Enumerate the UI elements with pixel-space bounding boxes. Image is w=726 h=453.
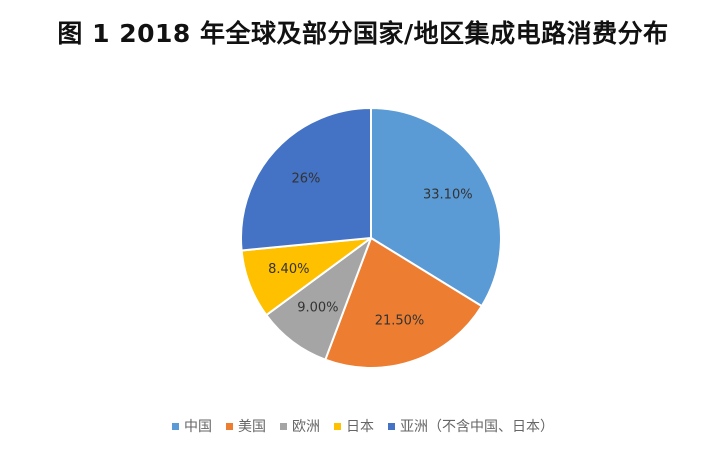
legend-item-0: 中国 — [172, 416, 212, 436]
slice-data-label-4: 26% — [291, 171, 320, 186]
legend-swatch-0 — [172, 422, 179, 430]
chart-legend: 中国 美国 欧洲 日本 亚洲（不含中国、日本） — [0, 416, 726, 436]
chart-title: 图 1 2018 年全球及部分国家/地区集成电路消费分布 — [57, 19, 669, 48]
legend-label-1: 美国 — [238, 419, 266, 435]
legend-label-3: 日本 — [346, 419, 374, 435]
legend-swatch-3 — [334, 422, 341, 430]
legend-label-4: 亚洲（不含中国、日本） — [400, 419, 554, 435]
legend-swatch-2 — [280, 422, 287, 430]
slice-data-label-0: 33.10% — [423, 188, 473, 203]
legend-item-1: 美国 — [226, 416, 266, 436]
legend-label-0: 中国 — [184, 419, 212, 435]
slice-data-label-1: 21.50% — [375, 314, 425, 329]
legend-item-3: 日本 — [334, 416, 374, 436]
legend-item-2: 欧洲 — [280, 416, 320, 436]
pie-slice-0 — [370, 107, 502, 308]
pie-slice-1 — [324, 237, 483, 369]
slice-data-label-2: 9.00% — [297, 301, 338, 316]
legend-label-2: 欧洲 — [292, 419, 320, 435]
legend-item-4: 亚洲（不含中国、日本） — [388, 416, 554, 436]
legend-swatch-1 — [226, 422, 233, 430]
slice-data-label-3: 8.40% — [268, 262, 309, 277]
legend-swatch-4 — [388, 422, 395, 430]
pie-slice-4 — [240, 107, 372, 252]
